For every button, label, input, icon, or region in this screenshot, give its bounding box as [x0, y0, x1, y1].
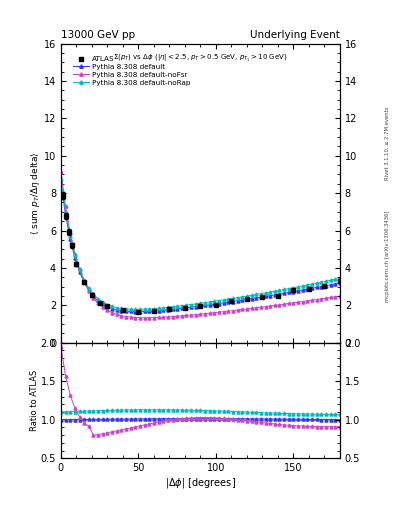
Text: Underlying Event: Underlying Event [250, 30, 340, 40]
Text: 13000 GeV pp: 13000 GeV pp [61, 30, 135, 40]
X-axis label: $|\Delta\phi|$ [degrees]: $|\Delta\phi|$ [degrees] [165, 476, 236, 490]
Y-axis label: Ratio to ATLAS: Ratio to ATLAS [30, 370, 39, 431]
Legend: ATLAS, Pythia 8.308 default, Pythia 8.308 default-noFsr, Pythia 8.308 default-no: ATLAS, Pythia 8.308 default, Pythia 8.30… [73, 56, 191, 86]
Y-axis label: $\langle$ sum $p_T / \Delta\eta$ delta$\rangle$: $\langle$ sum $p_T / \Delta\eta$ delta$\… [29, 152, 42, 235]
Text: $\Sigma(p_T)$ vs $\Delta\phi$ ($|\eta| < 2.5$, $p_T > 0.5$ GeV, $p_{T_1} > 10$ G: $\Sigma(p_T)$ vs $\Delta\phi$ ($|\eta| <… [113, 53, 288, 63]
Text: mcplots.cern.ch [arXiv:1306.3436]: mcplots.cern.ch [arXiv:1306.3436] [385, 210, 389, 302]
Text: Rivet 3.1.10, ≥ 2.7M events: Rivet 3.1.10, ≥ 2.7M events [385, 106, 389, 180]
